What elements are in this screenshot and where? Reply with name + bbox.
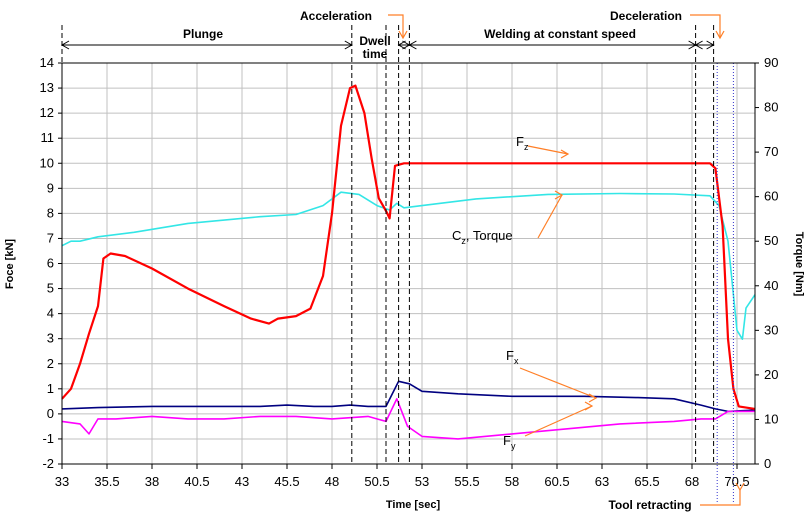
callout-fx-head — [588, 393, 598, 403]
y-tick-label: 8 — [47, 205, 54, 220]
x-tick-label: 45.5 — [274, 474, 299, 489]
x-tick-label: 58 — [505, 474, 519, 489]
span-deceleration-head-left — [694, 40, 703, 50]
phase-markers — [61, 25, 734, 504]
y-tick-label: 13 — [40, 80, 54, 95]
callout-fy — [524, 405, 593, 437]
callout-torque-head — [554, 190, 564, 200]
y2-axis-label: Torque [Nm] — [793, 232, 805, 297]
x-tick-label: 38 — [145, 474, 159, 489]
label-fy: Fy — [503, 433, 516, 451]
callout-acceleration-head — [398, 30, 408, 40]
y-tick-label: -1 — [42, 431, 54, 446]
series-torque — [61, 191, 756, 340]
y-tick-label: 10 — [40, 155, 54, 170]
x-tick-label: 55.5 — [454, 474, 479, 489]
phase-label-acceleration: Acceleration — [300, 9, 372, 23]
callout-arrows — [388, 14, 745, 506]
label-fx: Fx — [506, 348, 519, 366]
callout-retracting-head — [735, 482, 745, 492]
callout-fx — [519, 367, 597, 399]
callout-deceleration-head — [715, 30, 725, 40]
y-tick-label: 3 — [47, 331, 54, 346]
span-welding-head-left — [408, 40, 417, 50]
y-tick-label: 6 — [47, 256, 54, 271]
y2-tick-label: 30 — [764, 322, 778, 337]
x-tick-label: 60.5 — [544, 474, 569, 489]
y-tick-label: 9 — [47, 180, 54, 195]
x-tick-label: 53 — [415, 474, 429, 489]
y-tick-label: 12 — [40, 105, 54, 120]
y-tick-label: 11 — [41, 130, 55, 145]
y-tick-label: 4 — [47, 306, 54, 321]
callout-deceleration — [690, 14, 721, 38]
span-acceleration-head-left — [397, 40, 406, 50]
span-plunge-head-right — [344, 40, 353, 50]
x-tick-label: 43 — [235, 474, 249, 489]
series-fz — [61, 84, 756, 410]
phase-label-dwell-time: time — [363, 47, 388, 61]
x-tick-label: 50.5 — [364, 474, 389, 489]
y-tick-label: 1 — [47, 381, 54, 396]
span-plunge-head-left — [60, 40, 70, 50]
callout-fz — [527, 145, 569, 155]
phase-label-tool-retracting: Tool retracting — [608, 498, 691, 512]
y-tick-label: -2 — [42, 456, 54, 471]
series-fy — [61, 398, 755, 440]
y-tick-label: 2 — [47, 356, 54, 371]
y2-tick-label: 90 — [764, 55, 778, 70]
y-tick-label: 0 — [47, 406, 54, 421]
y2-tick-label: 40 — [764, 278, 778, 293]
y2-tick-label: 10 — [764, 411, 778, 426]
grid — [61, 62, 755, 465]
y2-tick-label: 70 — [764, 144, 778, 159]
y2-tick-label: 50 — [764, 233, 778, 248]
callout-fy-head — [584, 401, 594, 411]
callout-fz-head — [560, 149, 570, 159]
phase-label-welding: Welding at constant speed — [484, 27, 636, 41]
y2-tick-label: 20 — [764, 367, 778, 382]
x-tick-label: 65.5 — [634, 474, 659, 489]
series-fx — [61, 380, 756, 413]
phase-label-dwell: Dwell — [359, 34, 390, 48]
phase-label-deceleration: Deceleration — [610, 9, 682, 23]
callout-acceleration — [388, 14, 404, 38]
phase-span-arrows — [60, 40, 715, 50]
x-tick-label: 40.5 — [184, 474, 209, 489]
callout-torque — [537, 194, 563, 239]
x-tick-label: 68 — [685, 474, 699, 489]
y-axis-label: Foce [kN] — [4, 239, 16, 289]
y-tick-label: 5 — [47, 281, 54, 296]
plot-frame — [61, 62, 756, 465]
y-tick-label: 7 — [47, 230, 54, 245]
axes — [58, 62, 759, 469]
callout-retracting — [700, 490, 741, 506]
x-tick-label: 33 — [55, 474, 69, 489]
y2-tick-label: 0 — [764, 456, 771, 471]
y2-tick-label: 60 — [764, 189, 778, 204]
label-fz: Fz — [516, 134, 529, 152]
label-torque: Cz, Torque — [452, 228, 513, 246]
phase-label-plunge: Plunge — [183, 27, 223, 41]
x-axis-label: Time [sec] — [386, 499, 441, 511]
x-tick-label: 70.5 — [724, 474, 749, 489]
y2-tick-label: 80 — [764, 100, 778, 115]
span-deceleration-head-right — [706, 40, 715, 50]
x-tick-label: 35.5 — [94, 474, 119, 489]
y-tick-label: 14 — [40, 55, 54, 70]
x-tick-label: 48 — [325, 474, 339, 489]
x-tick-label: 63 — [595, 474, 609, 489]
